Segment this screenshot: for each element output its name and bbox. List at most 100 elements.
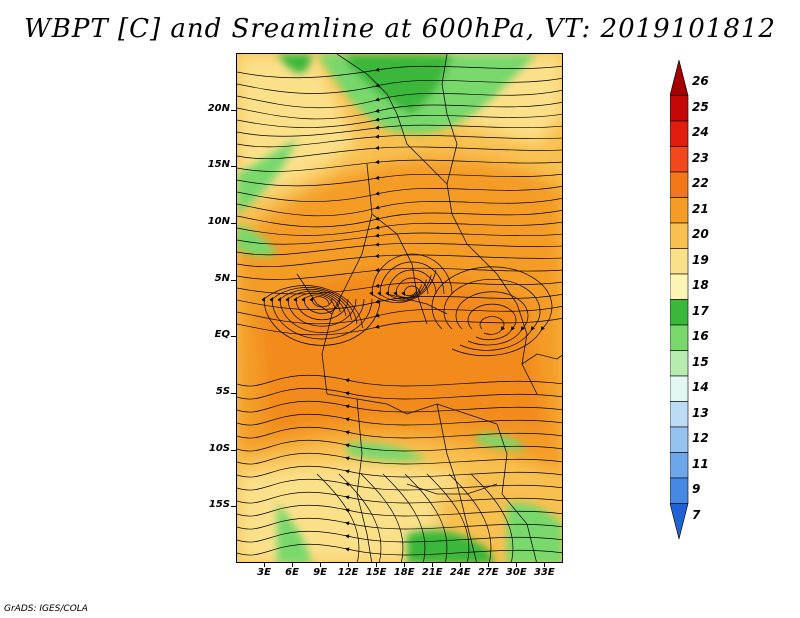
colorbar-swatch: [670, 299, 689, 326]
colorbar-label: 19: [692, 252, 709, 267]
streamline: [293, 292, 349, 321]
colorbar-swatch: [670, 60, 689, 96]
lat-tick-mark: [231, 393, 236, 394]
lat-tick-label: 20N: [207, 102, 230, 114]
colorbar-swatch: [670, 222, 689, 249]
colorbar-label: 7: [692, 507, 701, 522]
streamline: [237, 198, 562, 217]
lat-tick-label: 15N: [207, 159, 230, 171]
streamline: [237, 159, 562, 172]
streamline: [237, 374, 562, 387]
streamline: [237, 293, 562, 311]
lon-tick-mark: [292, 563, 294, 567]
lat-tick-mark: [231, 166, 236, 168]
streamline: [338, 473, 382, 562]
wbpt-streamline-map: [237, 54, 562, 562]
lat-tick-label: 5S: [215, 386, 230, 397]
colorbar-swatch: [670, 171, 689, 198]
colorbar-label: 15: [692, 354, 709, 369]
streamline: [237, 281, 562, 295]
streamline: [237, 426, 562, 439]
streamline: [301, 294, 341, 314]
streamline: [309, 296, 333, 308]
colorbar-swatch: [670, 248, 689, 275]
colorbar-label: 18: [692, 278, 709, 292]
streamline: [360, 473, 404, 562]
colorbar-label: 23: [692, 150, 709, 165]
streamline: [470, 473, 514, 562]
streamline: [285, 290, 357, 327]
streamline: [237, 452, 562, 465]
colorbar-label: 22: [692, 176, 709, 190]
streamline: [237, 242, 562, 256]
lon-tick-mark: [460, 563, 462, 567]
streamline: [369, 253, 453, 303]
lat-tick-mark: [231, 279, 236, 281]
lat-tick-mark: [231, 223, 236, 224]
colorbar-label: 9: [692, 482, 701, 496]
lon-tick-label: 9E: [313, 567, 327, 578]
colorbar-swatch: [670, 350, 689, 377]
streamlines: [237, 65, 562, 562]
lon-tick-label: 30E: [505, 567, 527, 578]
lon-tick-label: 12E: [337, 567, 359, 578]
colorbar-label: 20: [692, 227, 709, 241]
streamline: [448, 473, 492, 562]
lon-tick-label: 27E: [477, 567, 499, 578]
streamline: [237, 113, 562, 128]
lat-tick-label: 5N: [214, 272, 230, 284]
streamline: [467, 303, 517, 341]
temperature-shading: [237, 54, 562, 562]
colorbar-label: 17: [692, 303, 709, 318]
lat-tick-label: 10N: [207, 216, 230, 227]
colorbar-label: 11: [692, 456, 709, 471]
streamline: [237, 504, 562, 517]
colorbar-swatch: [670, 452, 689, 479]
lon-tick-mark: [516, 563, 518, 567]
colorbar-label: 14: [692, 380, 709, 394]
streamline: [237, 491, 562, 504]
lon-tick-mark: [432, 563, 434, 567]
colorbar-label: 25: [692, 99, 709, 114]
colorbar-swatch: [670, 197, 689, 224]
colorbar-label: 24: [692, 125, 709, 139]
colorbar-swatch: [670, 401, 689, 428]
streamline: [269, 287, 373, 340]
lat-tick-mark: [231, 449, 236, 451]
lon-tick-mark: [404, 563, 406, 567]
streamline: [431, 266, 553, 357]
streamline: [237, 465, 562, 478]
lon-tick-label: 6E: [285, 567, 299, 578]
lon-tick-label: 15E: [365, 567, 387, 578]
lon-tick-label: 21E: [421, 567, 443, 578]
lat-tick-label: 10S: [208, 442, 230, 454]
lat-tick-mark: [231, 336, 236, 338]
lat-tick-mark: [231, 109, 236, 111]
streamline: [443, 278, 541, 351]
colorbar-label: 16: [692, 329, 709, 343]
colorbar-swatch: [670, 426, 689, 453]
streamline: [237, 478, 562, 491]
lon-tick-label: 33E: [533, 567, 555, 578]
streamline: [237, 77, 562, 94]
streamline: [426, 473, 470, 562]
streamline: [261, 285, 381, 346]
colorbar-swatch: [670, 273, 689, 300]
streamline: [237, 65, 562, 79]
colorbar-swatch: [670, 120, 689, 147]
streamline: [237, 253, 562, 268]
lon-tick-label: 3E: [257, 567, 271, 578]
colorbar-swatch: [670, 477, 689, 504]
streamline: [382, 473, 426, 562]
streamline: [277, 288, 365, 333]
streamline: [237, 134, 562, 148]
colorbar-swatch: [670, 95, 689, 122]
country-boundaries: [296, 54, 562, 562]
streamline: [237, 145, 562, 160]
map-panel: [236, 53, 563, 563]
streamline: [237, 209, 562, 228]
lat-tick-label: EQ: [214, 329, 230, 341]
streamline: [401, 285, 421, 297]
lon-tick-mark: [264, 563, 266, 567]
streamline: [237, 185, 562, 202]
